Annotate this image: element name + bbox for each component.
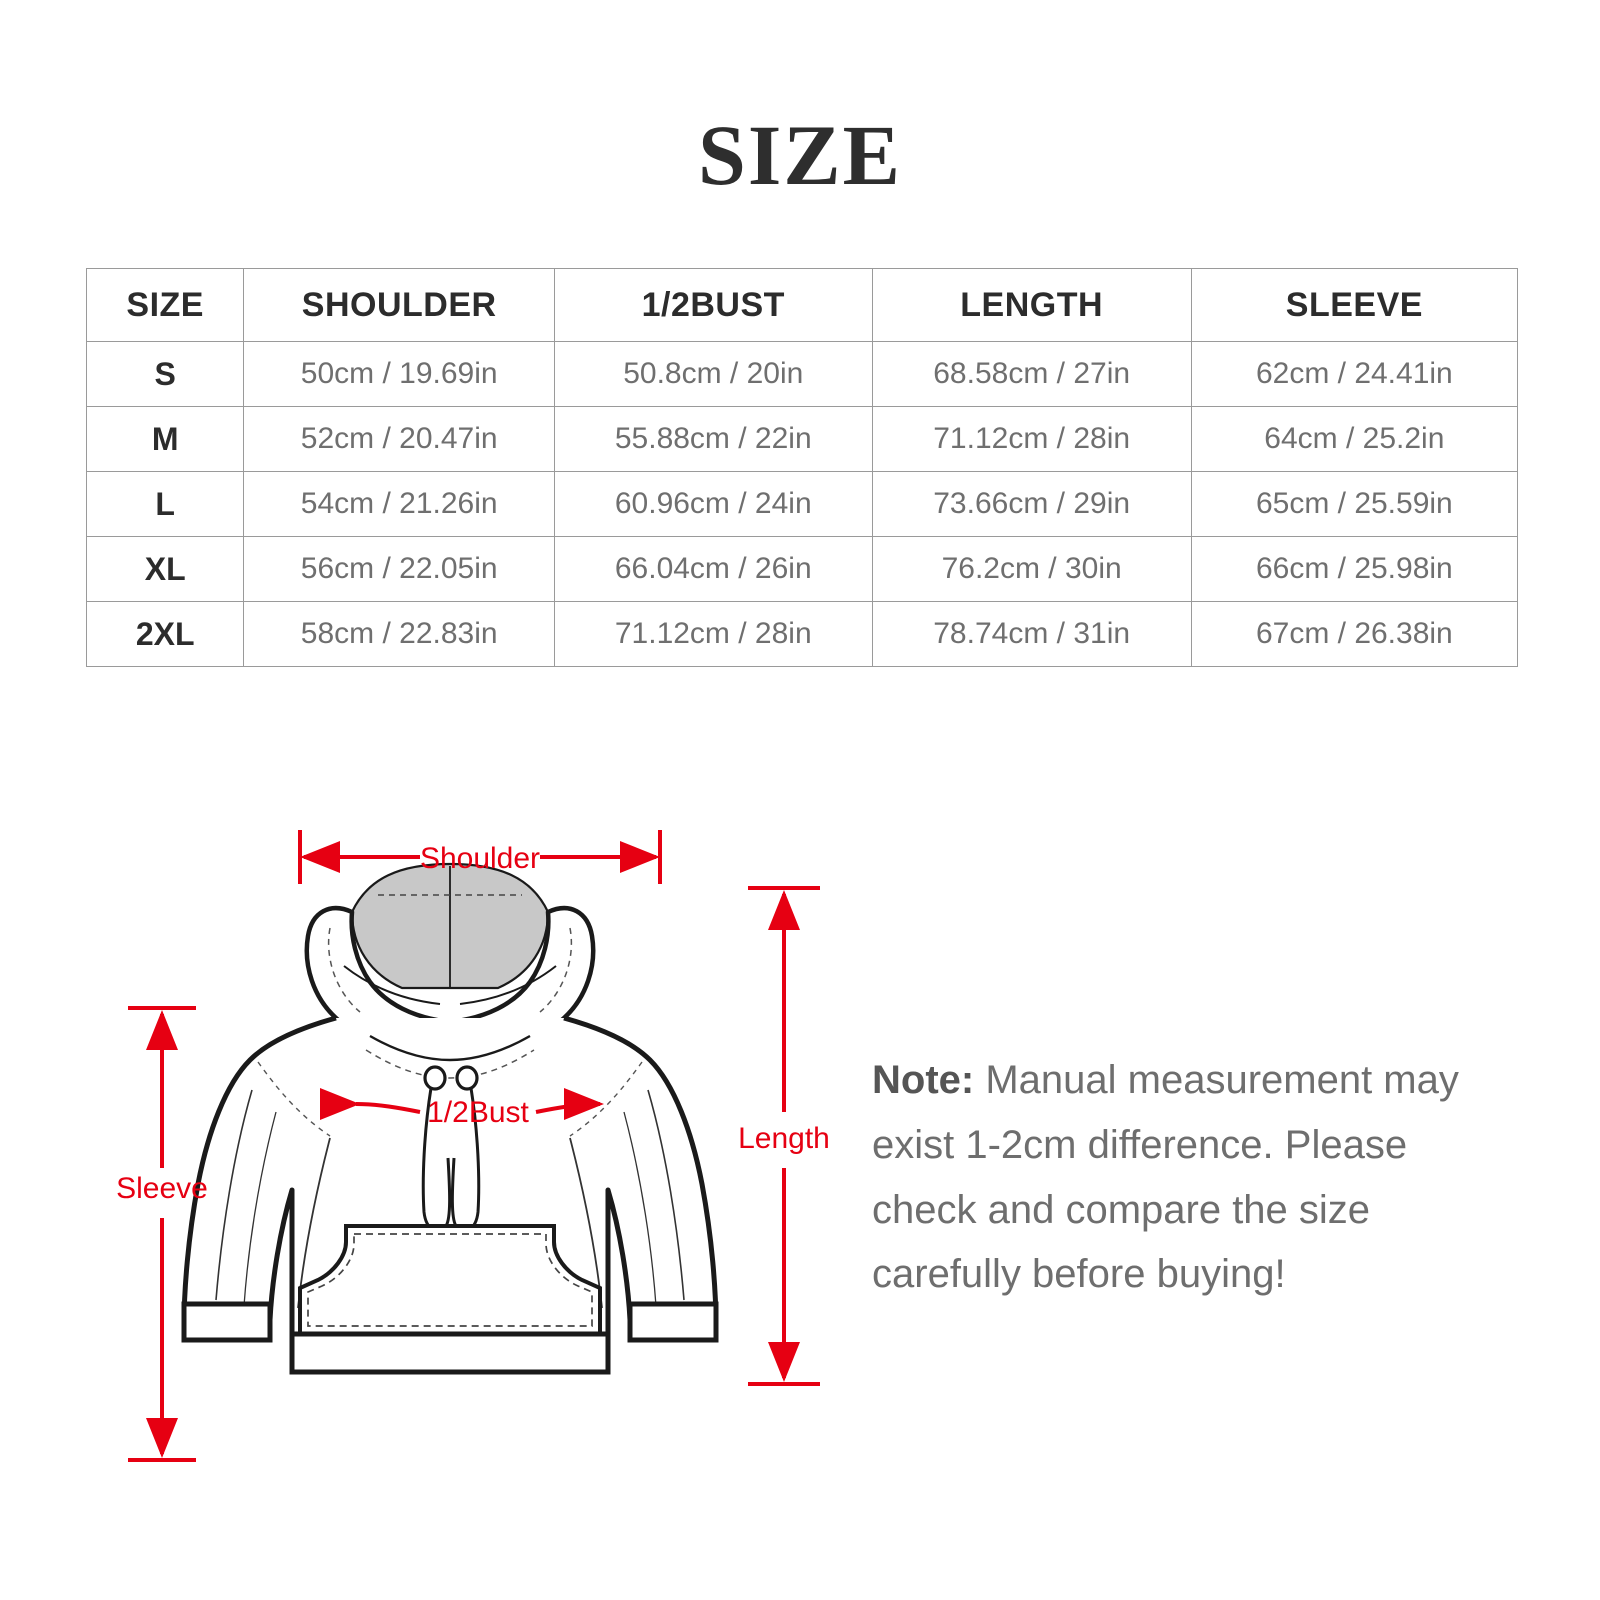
- cell-length: 73.66cm / 29in: [871, 471, 1192, 537]
- cell-bust: 60.96cm / 24in: [553, 471, 873, 537]
- kangaroo-pocket-stitch: [307, 1233, 593, 1327]
- column-header-sleeve: SLEEVE: [1190, 268, 1519, 342]
- bust-arrow-right-seg: [535, 1088, 604, 1121]
- cell-length: 78.74cm / 31in: [871, 601, 1192, 667]
- table-row: 2XL 58cm / 22.83in 71.12cm / 28in 78.74c…: [85, 601, 1519, 667]
- hoodie-measurement-diagram: Shoulder 1/2Bust Sleeve Length: [0, 760, 900, 1520]
- length-label: Length: [738, 1122, 830, 1155]
- hem-ribbing: [289, 1331, 611, 1375]
- note-label: Note:: [872, 1058, 975, 1102]
- right-sleeve-drape-b: [623, 1111, 657, 1307]
- cell-length: 71.12cm / 28in: [871, 406, 1192, 472]
- cell-length: 76.2cm / 30in: [871, 536, 1192, 602]
- neckline-opening: [369, 1034, 531, 1062]
- table-row: L 54cm / 21.26in 60.96cm / 24in 73.66cm …: [85, 471, 1519, 537]
- cell-shoulder: 50cm / 19.69in: [243, 341, 555, 407]
- right-shoulder-seam: [569, 1061, 643, 1137]
- cell-size: M: [85, 406, 245, 472]
- right-cuff-ribbing: [627, 1301, 719, 1343]
- neckline-stitch: [365, 1049, 535, 1079]
- cell-sleeve: 65cm / 25.59in: [1190, 471, 1519, 537]
- cell-shoulder: 56cm / 22.05in: [243, 536, 555, 602]
- bust-arrow-left-seg: [319, 1087, 421, 1120]
- cell-bust: 66.04cm / 26in: [553, 536, 873, 602]
- column-header-size: SIZE: [85, 268, 245, 342]
- cell-bust: 71.12cm / 28in: [553, 601, 873, 667]
- column-header-length: LENGTH: [871, 268, 1192, 342]
- measurement-note: Note: Manual measurement may exist 1-2cm…: [872, 1048, 1492, 1307]
- note-text: Manual measurement may exist 1-2cm diffe…: [872, 1058, 1459, 1297]
- cell-size: XL: [85, 536, 245, 602]
- right-grommet: [455, 1065, 479, 1091]
- cell-sleeve: 62cm / 24.41in: [1190, 341, 1519, 407]
- cell-shoulder: 52cm / 20.47in: [243, 406, 555, 472]
- table-row: XL 56cm / 22.05in 66.04cm / 26in 76.2cm …: [85, 536, 1519, 602]
- cell-sleeve: 67cm / 26.38in: [1190, 601, 1519, 667]
- table-header-row: SIZE SHOULDER 1/2BUST LENGTH SLEEVE: [85, 268, 1519, 342]
- left-sleeve-drape-a: [215, 1089, 253, 1301]
- cell-shoulder: 58cm / 22.83in: [243, 601, 555, 667]
- page-title: SIZE: [697, 107, 903, 203]
- cell-shoulder: 54cm / 21.26in: [243, 471, 555, 537]
- cell-length: 68.58cm / 27in: [871, 341, 1192, 407]
- cell-size: S: [85, 341, 245, 407]
- left-grommet: [423, 1065, 447, 1091]
- kangaroo-pocket: [298, 1224, 602, 1336]
- left-shoulder-seam: [257, 1061, 331, 1137]
- size-chart-table: SIZE SHOULDER 1/2BUST LENGTH SLEEVE S 50…: [85, 268, 1519, 667]
- table-row: M 52cm / 20.47in 55.88cm / 22in 71.12cm …: [85, 406, 1519, 472]
- cell-bust: 55.88cm / 22in: [553, 406, 873, 472]
- cell-bust: 50.8cm / 20in: [553, 341, 873, 407]
- cell-size: 2XL: [85, 601, 245, 667]
- cell-size: L: [85, 471, 245, 537]
- hood-right-stitch: [539, 927, 573, 1013]
- left-sleeve-drape-b: [243, 1111, 277, 1307]
- cell-sleeve: 64cm / 25.2in: [1190, 406, 1519, 472]
- hood-left-fold: [343, 965, 441, 1005]
- left-cuff-ribbing: [181, 1301, 273, 1343]
- right-sleeve-drape-a: [647, 1089, 685, 1301]
- column-header-shoulder: SHOULDER: [243, 268, 555, 342]
- column-header-bust: 1/2BUST: [553, 268, 873, 342]
- hood-left-stitch: [327, 927, 361, 1013]
- size-chart-table-container: SIZE SHOULDER 1/2BUST LENGTH SLEEVE S 50…: [85, 268, 1519, 667]
- table-row: S 50cm / 19.69in 50.8cm / 20in 68.58cm /…: [85, 341, 1519, 407]
- measurement-annotations: [128, 830, 820, 1462]
- hood-right-fold: [459, 965, 557, 1005]
- cell-sleeve: 66cm / 25.98in: [1190, 536, 1519, 602]
- bust-label: 1/2Bust: [427, 1096, 529, 1129]
- annotation-labels: Shoulder 1/2Bust Sleeve Length: [116, 842, 830, 1205]
- sleeve-label: Sleeve: [116, 1172, 208, 1205]
- shoulder-label: Shoulder: [420, 842, 540, 875]
